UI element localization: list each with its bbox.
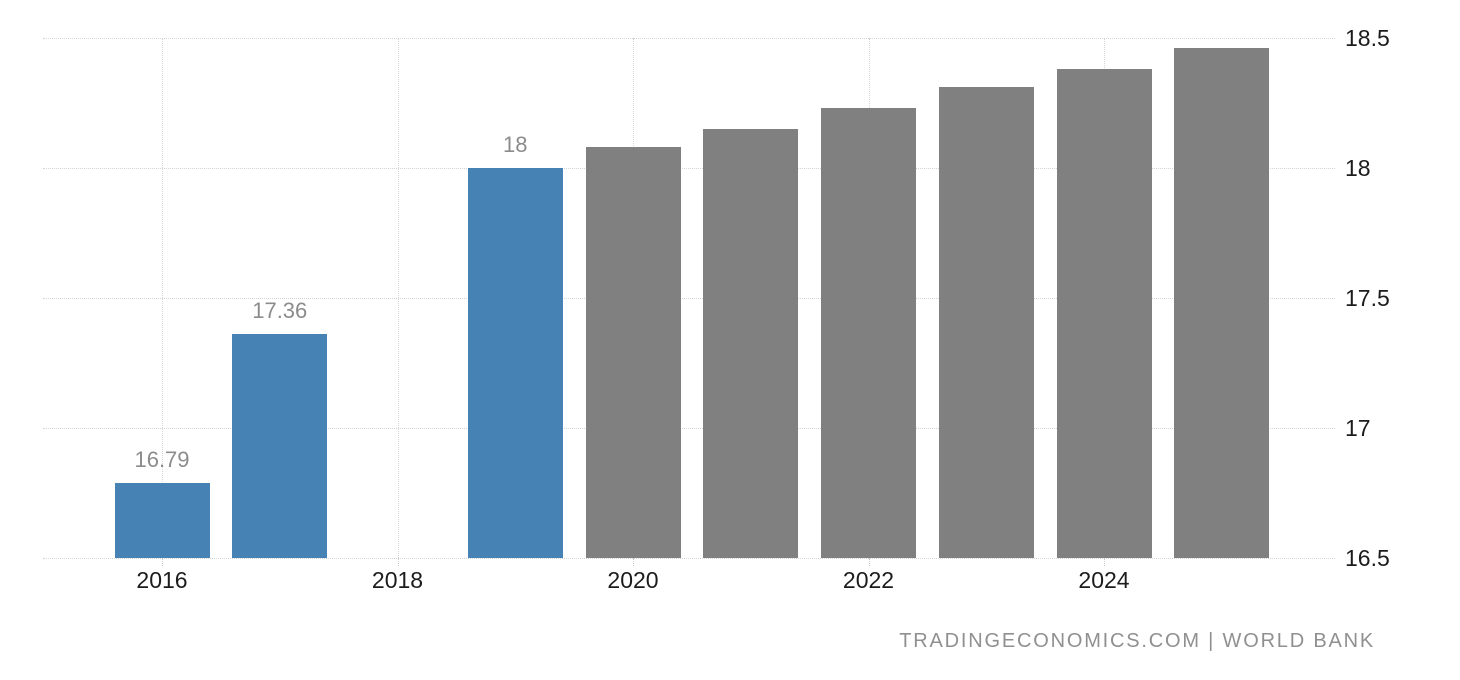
y-axis-label-18.5: 18.5 (1345, 25, 1390, 51)
bar-value-label: 18 (503, 132, 528, 157)
y-axis-label-17.5: 17.5 (1345, 285, 1390, 311)
gridline-v (162, 38, 163, 558)
x-axis-label-2020: 2020 (607, 567, 659, 593)
attribution-link[interactable]: TRADINGECONOMICS.COM | WORLD BANK (899, 630, 1375, 652)
bar-2024[interactable] (1056, 69, 1152, 558)
bar-2021[interactable] (703, 129, 799, 558)
attribution: TRADINGECONOMICS.COM | WORLD BANK (899, 630, 1375, 653)
gridline-h (43, 558, 1335, 559)
x-axis-label-2018: 2018 (371, 567, 424, 593)
gridline-h (43, 168, 1335, 169)
bar-value-label: 16.79 (134, 446, 190, 472)
x-axis-label-2022: 2022 (842, 567, 895, 593)
x-tick-mark (397, 558, 399, 566)
x-tick-mark (868, 558, 870, 566)
x-tick-mark (1104, 558, 1105, 566)
x-tick-mark (162, 558, 163, 566)
bar-2020[interactable] (585, 147, 681, 558)
x-axis-label-2024: 2024 (1078, 567, 1130, 593)
bar-2019[interactable] (467, 168, 563, 558)
gridline-h (43, 298, 1335, 299)
bar-value-label: 17.36 (252, 298, 308, 324)
gridline-h (43, 38, 1335, 39)
y-axis-label-17: 17 (1345, 415, 1371, 441)
x-tick-mark (633, 558, 634, 566)
bar-2025[interactable] (1174, 48, 1270, 558)
plot-area: 16.79 17.36 18 (43, 38, 1335, 566)
bar-2022[interactable] (821, 108, 916, 558)
gridline-h (43, 428, 1335, 429)
bar-2016[interactable] (114, 482, 210, 558)
bar-2023[interactable] (938, 87, 1034, 558)
y-axis-label-16.5: 16.5 (1345, 545, 1390, 571)
x-axis-label-2016: 2016 (136, 567, 188, 593)
bar-2017[interactable] (232, 334, 328, 558)
y-axis-label-18: 18 (1345, 155, 1371, 181)
gridline-v (397, 38, 399, 558)
